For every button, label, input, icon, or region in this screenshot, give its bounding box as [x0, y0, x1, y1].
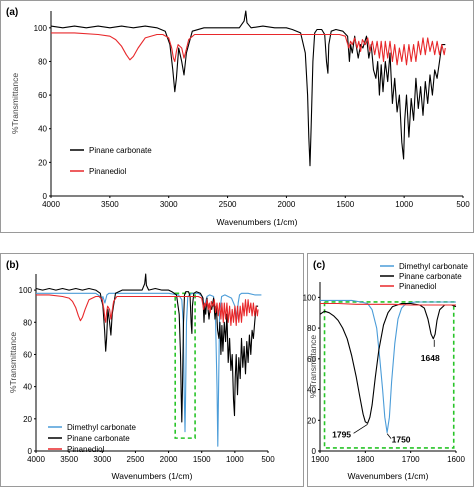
x-tick-label: 3000	[160, 200, 178, 209]
x-axis-label: Wavenumbers (1/cm)	[348, 471, 429, 481]
y-tick-label: 80	[23, 318, 32, 327]
x-tick-label: 1600	[447, 455, 465, 464]
y-tick-label: 100	[34, 24, 48, 33]
chart-c: 0 20 40 60 80 100 1900 1800 1700 1600 Wavenumbers …	[303, 262, 469, 481]
x-tick-label: 1000	[226, 455, 244, 464]
legend-label: Dimethyl carbonate	[67, 423, 136, 432]
series-line-pinanediol	[36, 294, 259, 327]
y-tick-label: 0	[28, 447, 33, 456]
y-tick-label: 20	[307, 416, 316, 425]
x-tick-label: 1500	[336, 200, 354, 209]
x-tick-label: 2000	[278, 200, 296, 209]
y-tick-label: 20	[38, 158, 47, 167]
annotation-label: 1750	[392, 435, 411, 445]
annotation-leader	[386, 433, 392, 439]
y-axis-label: %Transmittance	[10, 73, 20, 134]
x-tick-label: 3500	[101, 200, 119, 209]
x-tick-label: 1000	[395, 200, 413, 209]
y-tick-label: 0	[312, 447, 317, 456]
panel-b-frame	[0, 253, 304, 487]
x-tick-label: 500	[261, 455, 275, 464]
x-tick-label: 2000	[160, 455, 178, 464]
series-line-dimethyl-carbonate	[320, 299, 456, 434]
y-tick-label: 80	[38, 57, 47, 66]
legend-label: Pinane carbonate	[399, 272, 462, 281]
y-tick-label: 60	[307, 355, 316, 364]
x-tick-label: 1800	[356, 455, 374, 464]
panel-c-label: (c)	[313, 260, 325, 271]
x-tick-label: 2500	[219, 200, 237, 209]
annotation-label: 1648	[421, 353, 440, 363]
x-axis-label: Wavenumbers (1/cm)	[217, 217, 298, 227]
x-tick-label: 1900	[311, 455, 329, 464]
y-tick-label: 60	[38, 91, 47, 100]
y-axis-label: % Transmittance	[308, 335, 318, 399]
legend-label: Dimethyl carbonate	[399, 262, 468, 271]
y-tick-label: 20	[23, 415, 32, 424]
y-tick-label: 0	[43, 192, 48, 201]
chart-b: 0 20 40 60 80 100 4000 3500 3000 2500 2000 1500 1000…	[8, 273, 275, 481]
x-tick-label: 3000	[93, 455, 111, 464]
x-axis-label: Wavenumbers (1/cm)	[112, 471, 193, 481]
series-line-pinane-carbonate	[319, 302, 457, 424]
y-tick-label: 80	[307, 324, 316, 333]
legend-label: Pinanediol	[89, 167, 127, 176]
legend-label: Pinanediol	[399, 282, 437, 291]
series-line-pinane-carbonate	[50, 10, 446, 167]
annotation-leader	[353, 424, 368, 434]
legend-label: Pinane carbonate	[89, 146, 152, 155]
series-line-pinanediol	[51, 32, 446, 66]
legend-label: Pinanediol	[67, 445, 105, 454]
x-tick-label: 4000	[42, 200, 60, 209]
panel-b-label: (b)	[6, 260, 19, 271]
x-tick-label: 4000	[27, 455, 45, 464]
highlight-box	[323, 301, 455, 449]
annotation-label: 1795	[332, 429, 351, 439]
x-tick-label: 2500	[127, 455, 145, 464]
chart-a: 0 20 40 60 80 100 4000 3500 3000 2500 2000 1500 1000…	[10, 10, 470, 227]
y-tick-label: 60	[23, 350, 32, 359]
series-line-pinanediol	[320, 302, 456, 306]
panel-c-frame	[307, 253, 474, 487]
series-line-pinane-carbonate	[35, 273, 259, 423]
x-tick-label: 3500	[60, 455, 78, 464]
x-tick-label: 1700	[402, 455, 420, 464]
y-axis-label: %Transmittance	[8, 332, 18, 393]
y-tick-label: 40	[38, 125, 47, 134]
panel-a-frame	[0, 0, 474, 233]
y-tick-label: 100	[303, 293, 317, 302]
panel-a-label: (a)	[6, 7, 18, 18]
y-tick-label: 40	[307, 386, 316, 395]
x-tick-label: 1500	[193, 455, 211, 464]
y-tick-label: 100	[19, 286, 33, 295]
legend-label: Pinane carbonate	[67, 434, 130, 443]
x-tick-label: 500	[456, 200, 470, 209]
y-tick-label: 40	[23, 383, 32, 392]
